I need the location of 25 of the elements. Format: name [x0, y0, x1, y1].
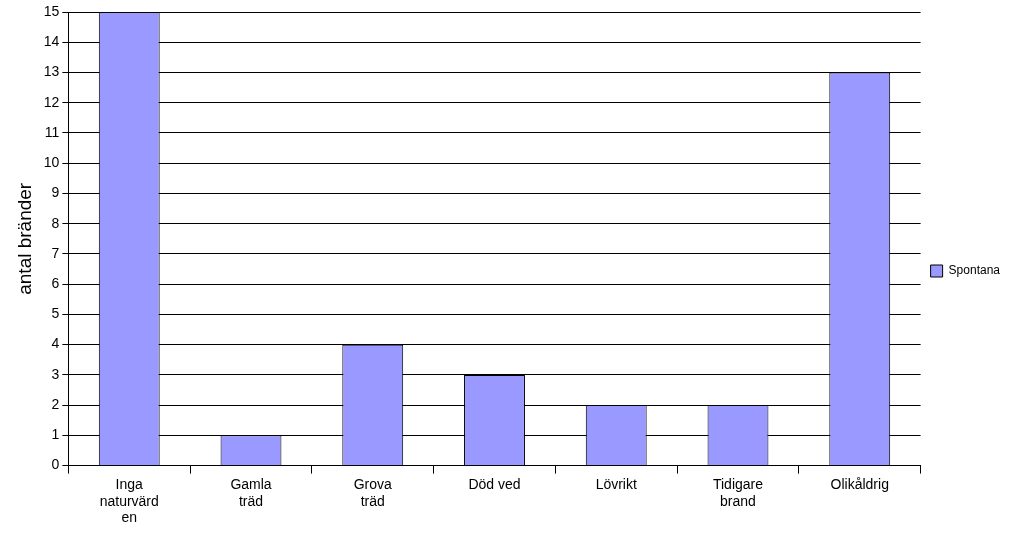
y-tick-label: 0: [51, 456, 60, 473]
x-tick-label: Död ved: [468, 475, 521, 492]
x-tick-label: Gamla träd: [230, 475, 272, 509]
y-tick-label: 1: [51, 426, 60, 443]
x-tick-label: Inga naturvärden: [99, 475, 159, 526]
y-tick-label: 6: [51, 275, 60, 292]
legend-label: Spontana: [948, 263, 1001, 278]
y-axis-title: antal bränder: [13, 182, 35, 295]
y-tick-label: 4: [51, 335, 60, 352]
x-tick-label: Olikåldrig: [830, 475, 889, 492]
y-tick-label: 11: [44, 123, 60, 140]
y-tick-label: 15: [43, 2, 60, 19]
y-tick-label: 13: [43, 63, 60, 80]
y-tick-label: 14: [43, 33, 60, 50]
x-tick-label: Tidigare brand: [712, 475, 764, 509]
y-tick-label: 12: [43, 93, 60, 110]
y-tick-label: 10: [43, 154, 60, 171]
y-tick-label: 9: [51, 184, 60, 201]
y-tick-label: 7: [51, 244, 60, 261]
x-tick-label: Grova träd: [353, 475, 393, 509]
y-tick-label: 5: [51, 305, 60, 322]
y-tick-label: 2: [51, 395, 60, 412]
y-tick-label: 3: [51, 365, 60, 382]
y-tick-label: 8: [51, 214, 60, 231]
x-tick-label: Lövrikt: [595, 475, 637, 492]
